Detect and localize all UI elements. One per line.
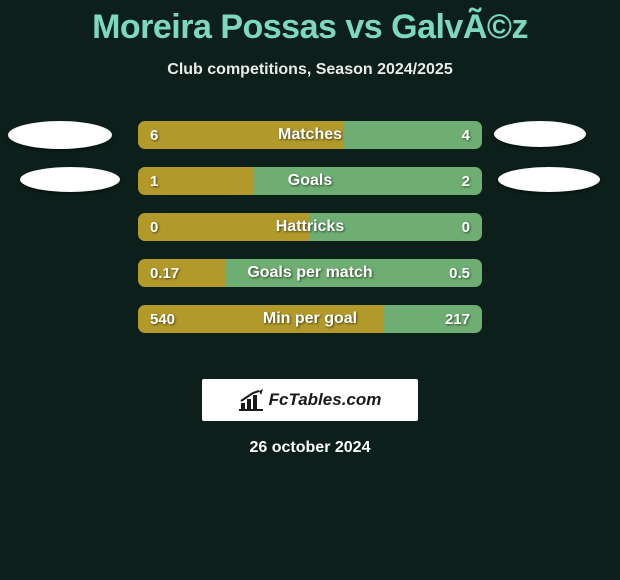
stat-row: Matches64 [0, 121, 620, 167]
player-left-marker [8, 121, 112, 149]
page-title: Moreira Possas vs GalvÃ©z [0, 0, 620, 47]
footer-date: 26 october 2024 [0, 439, 620, 457]
player-right-marker [498, 167, 600, 192]
player-right-marker [494, 121, 586, 147]
brand-badge: FcTables.com [202, 379, 418, 421]
stat-rows: Matches64Goals12Hattricks00Goals per mat… [0, 121, 620, 351]
stat-bar-left [138, 259, 225, 287]
stat-bar-right [344, 121, 482, 149]
stat-bar-right [383, 305, 482, 333]
stat-bar-right [225, 259, 482, 287]
stat-bar-left [138, 305, 383, 333]
stat-bar [138, 213, 482, 241]
stat-bar-right [310, 213, 482, 241]
stat-bar [138, 121, 482, 149]
stat-row: Min per goal540217 [0, 305, 620, 351]
stat-bar-left [138, 167, 253, 195]
subtitle: Club competitions, Season 2024/2025 [0, 61, 620, 79]
stat-bar [138, 167, 482, 195]
stat-bar [138, 259, 482, 287]
stat-bar [138, 305, 482, 333]
player-left-marker [20, 167, 120, 192]
stat-bar-right [253, 167, 482, 195]
stat-bar-left [138, 213, 310, 241]
stat-row: Goals12 [0, 167, 620, 213]
stat-row: Goals per match0.170.5 [0, 259, 620, 305]
brand-chart-icon [239, 389, 265, 411]
stat-bar-left [138, 121, 344, 149]
brand-name: FcTables.com [269, 390, 382, 410]
stat-row: Hattricks00 [0, 213, 620, 259]
